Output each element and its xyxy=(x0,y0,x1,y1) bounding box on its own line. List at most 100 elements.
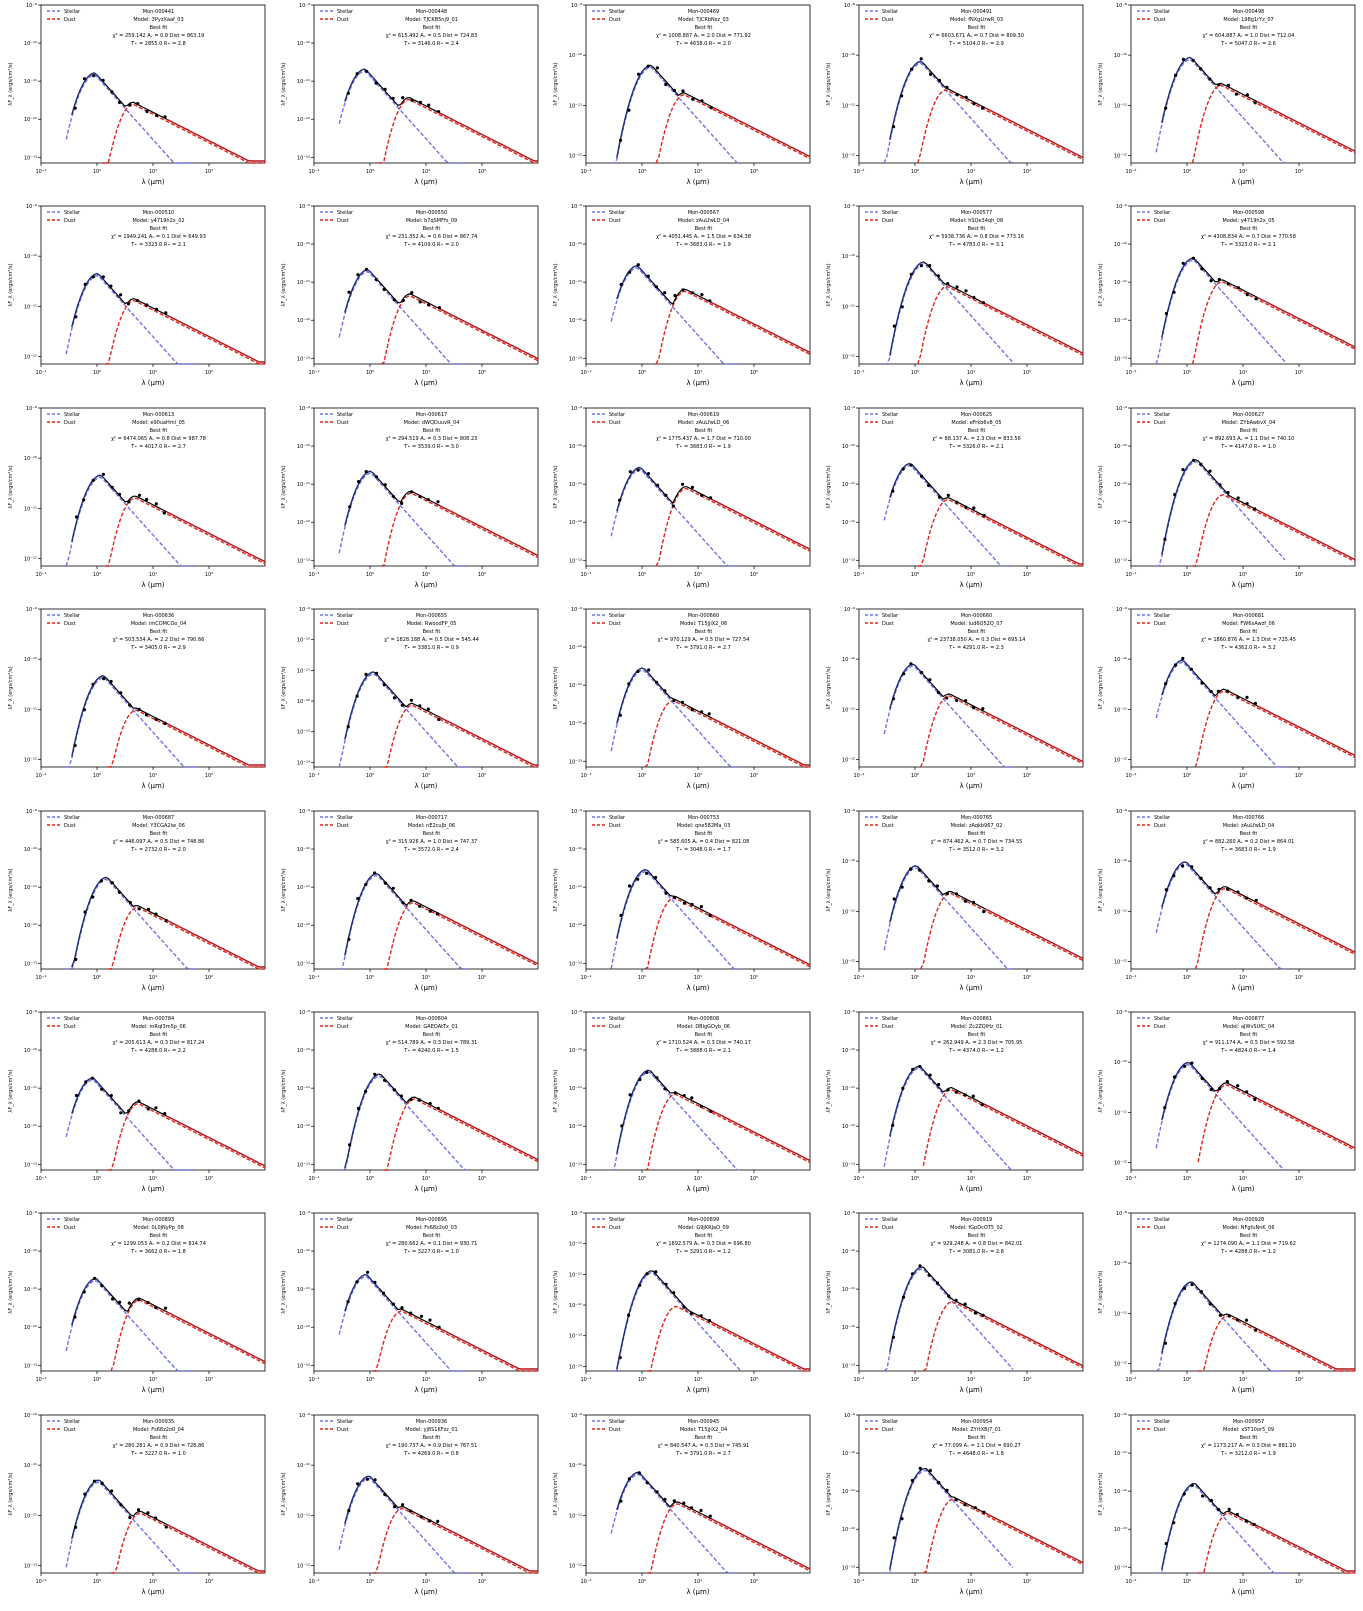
data-point xyxy=(919,474,923,478)
y-tick-label: 10⁻¹¹ xyxy=(842,482,855,488)
fit-label: Best fit xyxy=(1240,629,1258,635)
data-point xyxy=(373,1477,377,1482)
y-tick-label: 10⁻¹⁰ xyxy=(569,645,582,651)
data-point xyxy=(672,1498,677,1503)
data-point xyxy=(400,96,404,100)
dust-curve xyxy=(922,1088,1084,1166)
x-axis-label: λ (μm) xyxy=(687,1185,710,1193)
data-point xyxy=(346,1300,350,1304)
x-tick-label: 10² xyxy=(205,1377,213,1383)
x-tick-label: 10⁻¹ xyxy=(853,1377,864,1383)
data-point xyxy=(1236,890,1240,894)
stellar-curve xyxy=(610,267,741,366)
x-tick-label: 10¹ xyxy=(1239,1579,1247,1585)
fit-label: Best fit xyxy=(695,831,713,837)
data-point xyxy=(365,1477,369,1481)
data-point xyxy=(392,298,396,302)
data-point xyxy=(628,883,632,888)
panel-title: Mon-000469 xyxy=(688,9,719,15)
x-tick-label: 10² xyxy=(1023,975,1031,981)
plot-frame xyxy=(585,4,811,164)
y-tick-label: 10⁻¹² xyxy=(569,1303,582,1309)
x-tick-label: 10⁻¹ xyxy=(35,169,46,175)
data-point xyxy=(1181,467,1185,471)
y-tick-label: 10⁻¹⁰ xyxy=(1114,1413,1127,1419)
y-tick-label: 10⁻¹⁰ xyxy=(1114,1261,1127,1267)
data-point xyxy=(918,1264,922,1268)
sed-chart: 10⁻¹ 10⁰ 10¹ 10² λ (μm) 10⁻⁹ 10⁻¹⁰ 10⁻¹¹ 10⁻¹² λF… xyxy=(281,1413,538,1596)
sed-chart: 10⁻¹ 10⁰ 10¹ 10² λ (μm) 10⁻⁹ 10⁻¹⁰ 10⁻¹¹ 10⁻¹² λF… xyxy=(553,1413,811,1596)
plot-frame xyxy=(40,1414,266,1574)
data-point xyxy=(110,90,114,94)
model-name: Model: T15jjiX2_06 xyxy=(680,621,727,627)
data-point xyxy=(1210,1087,1214,1091)
model-name: Model: zAuLfwLD_06 xyxy=(678,420,730,426)
data-point xyxy=(682,1305,686,1310)
sed-panel: 10⁻¹ 10⁰ 10¹ 10² λ (μm) 10⁻⁹ 10⁻¹⁰ 10⁻¹¹ 10⁻¹² 10… xyxy=(3,2,269,199)
data-point xyxy=(954,1497,958,1501)
sed-chart: 10⁻¹ 10⁰ 10¹ 10² λ (μm) 10⁻⁹ 10⁻¹⁰ 10⁻¹¹ 10⁻¹² 10… xyxy=(281,809,538,992)
data-point xyxy=(1245,1318,1249,1323)
data-point xyxy=(664,1282,668,1287)
fit-params: χ² = 1775.437 Aᵥ = 1.7 Dist = 710.00 xyxy=(656,436,751,442)
data-point xyxy=(973,1505,977,1509)
fit-label: Best fit xyxy=(967,629,985,635)
y-tick-label: 10⁻⁹ xyxy=(844,3,855,9)
stellar-curve xyxy=(1155,58,1286,164)
total-curve xyxy=(650,1484,713,1520)
y-tick-label: 10⁻¹² xyxy=(842,758,855,764)
y-tick-label: 10⁻¹³ xyxy=(569,1162,582,1168)
data-point xyxy=(1182,57,1186,62)
data-point xyxy=(647,471,651,475)
x-tick-label: 10⁰ xyxy=(638,1176,646,1182)
data-point xyxy=(892,896,896,901)
star-params: T⋆ = 3227.0 R⋆ = 1.0 xyxy=(403,1249,459,1255)
fit-label: Best fit xyxy=(422,629,440,635)
x-axis-label: λ (μm) xyxy=(959,782,982,790)
panel-title: Mon-000954 xyxy=(961,1419,992,1425)
fit-params: χ² = 514.789 Aᵥ = 0.3 Dist = 789.31 xyxy=(385,1040,477,1046)
star-params: T⋆ = 3683.0 R⋆ = 1.9 xyxy=(675,242,731,248)
data-point xyxy=(699,1314,703,1318)
x-axis-label: λ (μm) xyxy=(959,178,982,186)
panel-title: Mon-000895 xyxy=(415,1217,446,1223)
x-tick-label: 10² xyxy=(477,169,485,175)
x-tick-label: 10¹ xyxy=(967,1176,975,1182)
model-name: Model: RwoodFP_05 xyxy=(406,621,456,627)
star-params: T⋆ = 3512.0 R⋆ = 3.2 xyxy=(948,847,1004,853)
legend-dust-label: Dust xyxy=(1154,1024,1166,1030)
data-point xyxy=(926,878,931,882)
x-tick-label: 10⁻¹ xyxy=(581,975,592,981)
total-curve-blue xyxy=(616,1069,651,1154)
legend-dust-label: Dust xyxy=(609,17,621,23)
total-curve-red xyxy=(984,107,1084,159)
data-point xyxy=(982,1510,986,1514)
data-point xyxy=(346,91,350,95)
legend-dust-label: Dust xyxy=(882,17,894,23)
legend-stellar-label: Stellar xyxy=(337,1419,354,1425)
y-tick-label: 10⁻⁹ xyxy=(571,809,582,815)
sed-panel: 10⁻¹ 10⁰ 10¹ 10² λ (μm) 10⁻⁹ 10⁻¹⁰ 10⁻¹¹ 10⁻¹² 10… xyxy=(821,405,1087,602)
data-point xyxy=(892,1535,896,1540)
x-tick-label: 10⁰ xyxy=(911,1579,919,1585)
fit-label: Best fit xyxy=(150,1233,168,1239)
sed-chart: 10⁻¹ 10⁰ 10¹ 10² λ (μm) 10⁻⁹ 10⁻¹⁰ 10⁻¹¹ 10⁻¹² 10… xyxy=(553,204,811,387)
data-point xyxy=(136,1507,141,1511)
data-point xyxy=(154,1516,158,1520)
data-point xyxy=(119,691,123,695)
total-curve-blue xyxy=(616,466,652,512)
data-point xyxy=(691,291,695,295)
sed-chart: 10⁻¹ 10⁰ 10¹ 10² λ (μm) 10⁻⁹ 10⁻¹⁰ 10⁻¹¹ 10⁻¹² 10… xyxy=(281,406,538,589)
legend-stellar-label: Stellar xyxy=(609,613,626,619)
panel-title: Mon-000681 xyxy=(1233,613,1264,619)
fit-params: χ² = 259.142 Aᵥ = 0.8 Dist = 863.19 xyxy=(113,33,205,39)
data-point xyxy=(1163,1105,1167,1110)
x-tick-label: 10¹ xyxy=(421,773,429,779)
y-tick-label: 10⁻¹² xyxy=(297,319,310,325)
x-tick-label: 10⁻¹ xyxy=(853,773,864,779)
fit-label: Best fit xyxy=(695,629,713,635)
sed-panel: 10⁻¹ 10⁰ 10¹ 10² λ (μm) 10⁻⁹ 10⁻¹⁰ 10⁻¹¹ 10⁻¹² 10… xyxy=(3,1009,269,1206)
y-tick-label: 10⁻¹⁴ xyxy=(1114,1565,1127,1571)
data-point xyxy=(1201,1494,1205,1498)
total-curve-red xyxy=(711,913,811,965)
